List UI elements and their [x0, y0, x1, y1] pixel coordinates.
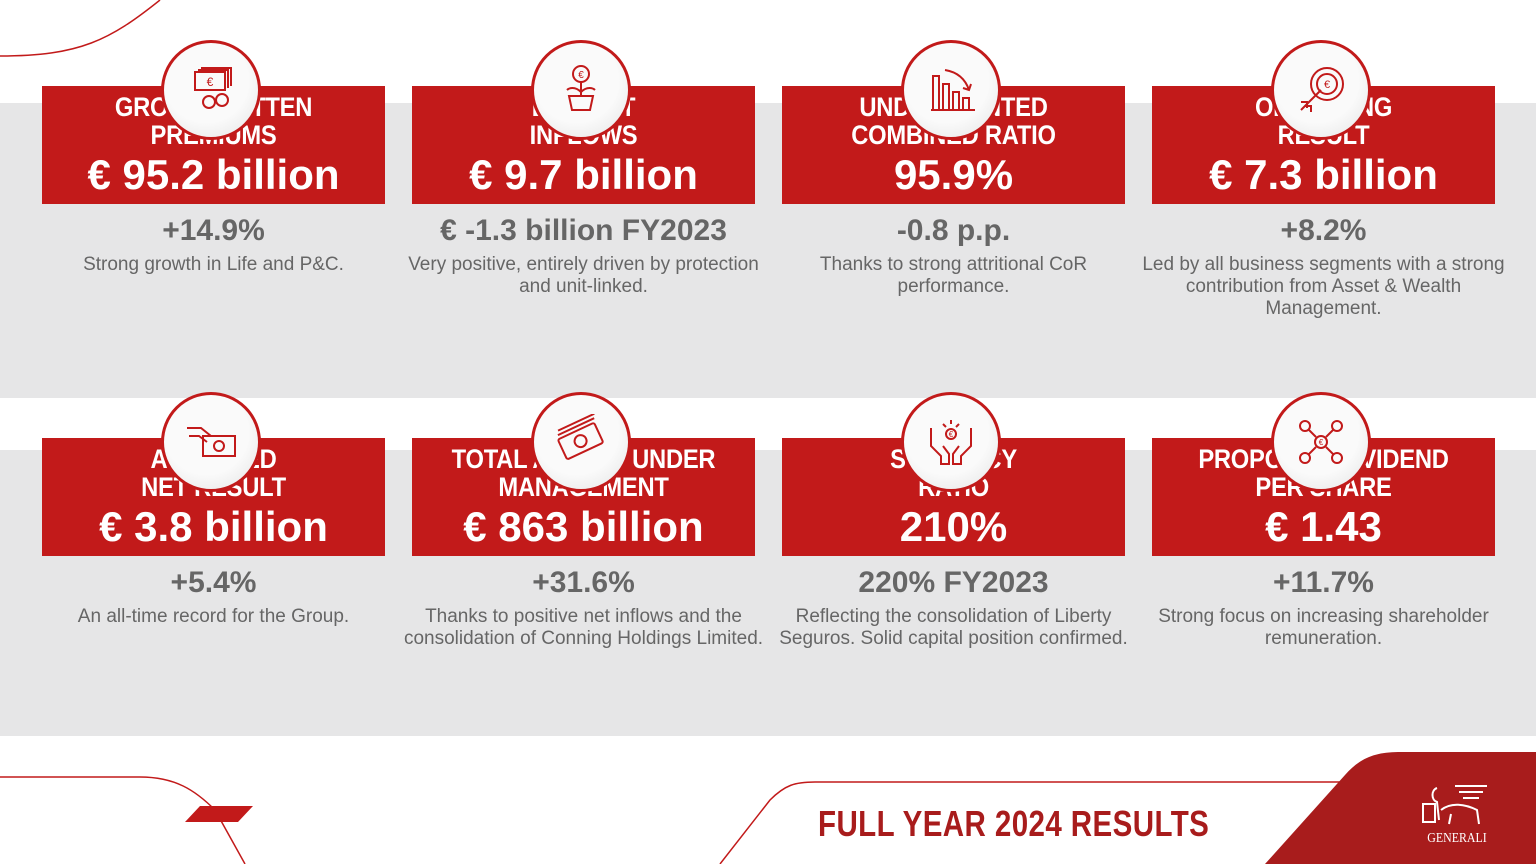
kpi-description: Strong focus on increasing shareholder r…: [1158, 606, 1489, 649]
svg-text:€: €: [949, 430, 954, 439]
kpi-value: € 3.8 billion: [99, 503, 328, 550]
money-stack-icon: [531, 392, 631, 492]
kpi-value: 95.9%: [893, 151, 1014, 198]
kpi-value: € 1.43: [1265, 503, 1382, 550]
svg-text:€: €: [207, 75, 214, 89]
bar-chart-down-icon: [901, 40, 1001, 140]
euro-target-arrow-icon: €: [1271, 40, 1371, 140]
svg-text:€: €: [578, 70, 584, 81]
kpi-header: GROSS WRITTENPREMIUMS € 95.2 billion: [42, 86, 385, 204]
kpi-change: +14.9%: [162, 214, 265, 247]
banknotes-coins-icon: €: [161, 40, 261, 140]
kpi-description: Strong growth in Life and P&C.: [83, 254, 344, 275]
kpi-change: +5.4%: [170, 566, 257, 599]
kpi-change: +11.7%: [1273, 566, 1374, 599]
shareholders-network-icon: €: [1271, 392, 1371, 492]
kpi-value: 210%: [899, 503, 1008, 550]
kpi-change: +8.2%: [1280, 214, 1367, 247]
euro-plant-icon: €: [531, 40, 631, 140]
kpi-description: Reflecting the consolidation of Liberty …: [779, 606, 1128, 649]
kpi-description: Very positive, entirely driven by protec…: [408, 254, 759, 297]
kpi-description: Thanks to positive net inflows and the c…: [403, 606, 764, 649]
kpi-value: € 7.3 billion: [1209, 151, 1438, 198]
kpi-description: Thanks to strong attritional CoR perform…: [819, 254, 1088, 297]
svg-text:€: €: [1319, 438, 1324, 447]
generali-logo: GENERALI: [1412, 780, 1502, 850]
kpi-description: Led by all business segments with a stro…: [1142, 254, 1505, 319]
hands-euro-icon: €: [901, 392, 1001, 492]
kpi-header: UNDISCOUNTEDCOMBINED RATIO 95.9%: [782, 86, 1125, 204]
kpi-change: -0.8 p.p.: [896, 214, 1011, 247]
svg-text:€: €: [1324, 79, 1330, 91]
kpi-description: An all-time record for the Group.: [77, 606, 350, 627]
kpi-value: € 95.2 billion: [87, 151, 340, 198]
kpi-change: € -1.3 billion FY2023: [440, 214, 727, 247]
hand-banknote-icon: [161, 392, 261, 492]
footer-title: FULL YEAR 2024 RESULTS: [818, 803, 1210, 844]
kpi-change: 220% FY2023: [858, 566, 1049, 599]
kpi-value: € 863 billion: [463, 503, 704, 550]
lion-icon: [1422, 785, 1487, 825]
logo-text: GENERALI: [1427, 831, 1487, 846]
kpi-change: +31.6%: [532, 566, 635, 599]
kpi-value: € 9.7 billion: [469, 151, 698, 198]
